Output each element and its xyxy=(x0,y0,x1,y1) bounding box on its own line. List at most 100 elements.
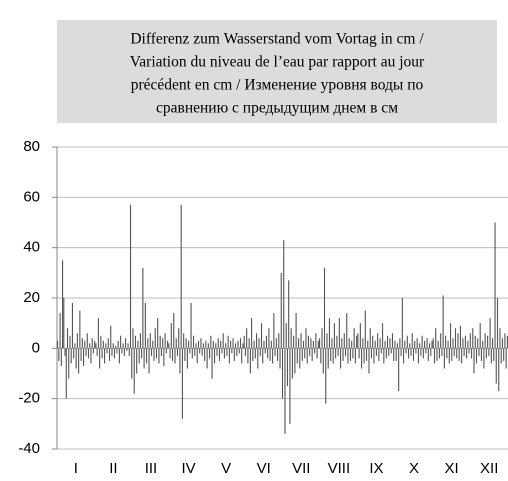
bar xyxy=(405,348,407,354)
bar xyxy=(233,348,235,361)
bar xyxy=(452,338,454,349)
bar xyxy=(467,340,469,349)
bar xyxy=(449,323,452,349)
bar xyxy=(181,348,183,419)
bar xyxy=(379,338,381,349)
bar xyxy=(437,340,439,349)
bar xyxy=(406,335,408,349)
bar xyxy=(358,348,360,359)
bar xyxy=(309,348,311,356)
bar xyxy=(399,338,401,349)
bar xyxy=(453,348,455,356)
bar xyxy=(264,348,266,354)
bar xyxy=(488,348,490,356)
bar xyxy=(301,348,303,361)
bar xyxy=(148,348,150,374)
bar xyxy=(83,348,85,366)
bar xyxy=(448,348,450,364)
bar xyxy=(190,303,192,349)
bar xyxy=(104,348,106,364)
bar xyxy=(427,348,429,361)
bar xyxy=(136,348,138,374)
bar xyxy=(118,348,120,364)
bar xyxy=(422,348,424,359)
bar xyxy=(133,348,135,394)
bar xyxy=(116,348,118,354)
bar xyxy=(369,328,371,349)
bar xyxy=(436,348,438,361)
y-tick-label: -40 xyxy=(18,440,40,457)
bar xyxy=(446,348,448,359)
bar xyxy=(501,338,503,349)
bar xyxy=(90,348,92,364)
bar xyxy=(243,335,245,349)
bar xyxy=(112,343,114,349)
bar xyxy=(440,333,442,349)
bar xyxy=(173,313,175,349)
bar xyxy=(247,348,249,364)
bar xyxy=(137,340,139,349)
bar xyxy=(115,345,117,349)
bar xyxy=(248,338,250,349)
bar xyxy=(222,333,224,349)
bar xyxy=(73,348,75,359)
bar xyxy=(394,340,396,349)
x-tick-label: XII xyxy=(480,460,498,477)
bar xyxy=(125,338,127,349)
bar xyxy=(102,340,104,349)
bar xyxy=(457,333,459,349)
bar xyxy=(169,348,171,359)
bar xyxy=(466,348,468,359)
bar xyxy=(254,348,256,359)
bar xyxy=(131,348,133,379)
bar xyxy=(176,348,179,356)
bar xyxy=(293,335,295,349)
bar xyxy=(257,348,259,369)
y-tick-label: 80 xyxy=(23,138,40,155)
bar xyxy=(411,333,413,349)
bar xyxy=(294,348,296,374)
x-tick-label: XI xyxy=(445,460,459,477)
bar xyxy=(482,340,484,349)
bar xyxy=(415,348,417,354)
bar xyxy=(368,348,370,374)
bar xyxy=(435,328,437,349)
bar xyxy=(299,348,301,369)
bar xyxy=(500,348,502,364)
bar xyxy=(57,340,59,349)
bar xyxy=(391,333,394,349)
bar xyxy=(283,240,285,349)
bar xyxy=(319,338,321,349)
bar xyxy=(85,348,87,356)
bar xyxy=(445,335,447,349)
bar xyxy=(390,348,392,354)
bar xyxy=(290,328,292,349)
bar xyxy=(217,338,219,349)
bar xyxy=(424,340,426,349)
bar xyxy=(499,328,501,349)
bar xyxy=(428,343,431,349)
bar xyxy=(398,348,400,392)
bar xyxy=(352,348,354,359)
bar xyxy=(372,335,374,349)
bar xyxy=(496,298,499,349)
bar xyxy=(150,348,153,356)
bar xyxy=(275,338,277,349)
bar xyxy=(211,348,213,379)
bar xyxy=(179,348,181,374)
bar xyxy=(126,348,128,351)
bar xyxy=(108,348,111,361)
bar xyxy=(354,348,356,364)
bar xyxy=(441,348,443,356)
bar xyxy=(185,338,187,349)
bar xyxy=(474,335,476,349)
bar xyxy=(483,348,485,369)
bar xyxy=(357,333,359,349)
bar xyxy=(454,328,457,349)
bar xyxy=(367,340,369,349)
bar xyxy=(443,348,445,369)
bar xyxy=(421,335,423,349)
bar xyxy=(504,333,506,349)
bar xyxy=(146,348,148,364)
bar xyxy=(244,348,246,356)
